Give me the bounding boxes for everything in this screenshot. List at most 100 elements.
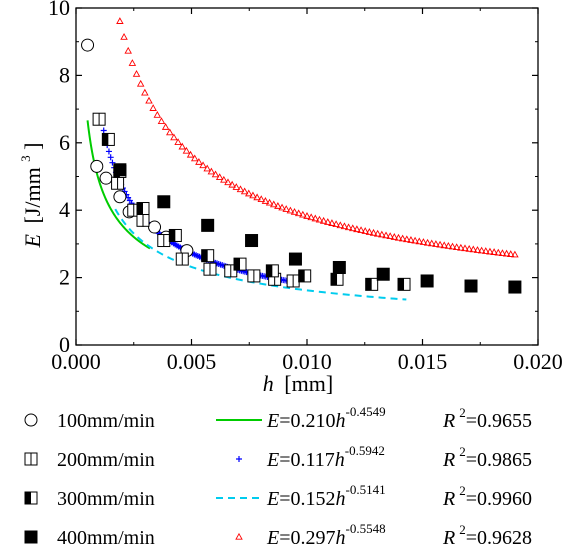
legend-fit-marker — [236, 456, 242, 462]
fit-point — [109, 159, 116, 166]
fit-curve-1 — [86, 120, 151, 250]
fit-point — [398, 234, 407, 242]
equation-exponent: -0.5141 — [346, 482, 386, 497]
data-point — [265, 264, 279, 278]
legend-label: 400mm/min — [57, 527, 155, 549]
legend-label: 100mm/min — [57, 410, 155, 432]
x-axis-label-var: h — [263, 371, 274, 396]
legend-fit-equation: E=0.210h-0.4549 — [266, 404, 386, 432]
data-point — [201, 218, 215, 232]
r-value: =0.9628 — [466, 527, 532, 549]
fit-point — [340, 222, 349, 230]
plot-frame — [75, 7, 539, 346]
fit-point — [369, 228, 378, 236]
data-point — [175, 252, 189, 266]
equation-exponent: -0.4549 — [346, 404, 386, 419]
fit-point — [290, 208, 299, 215]
y-axis-label-var: E — [20, 234, 45, 249]
fit-point — [195, 158, 203, 165]
fit-point — [286, 206, 295, 214]
fit-point — [511, 250, 519, 258]
fit-point — [116, 17, 124, 24]
fit-point — [161, 123, 170, 130]
fit-point — [153, 110, 162, 118]
fit-point — [100, 127, 107, 134]
r-value: =0.9865 — [466, 449, 532, 471]
data-point — [332, 260, 346, 274]
fit-point — [203, 164, 211, 172]
fit-point — [240, 187, 249, 195]
fit-point — [120, 33, 128, 40]
marker-shape — [245, 234, 259, 248]
y-axis-label: E [J/mm 3 ] — [10, 142, 45, 248]
x-axis-label-unit: [mm] — [284, 371, 333, 396]
marker-shape — [81, 38, 95, 52]
marker-shape — [508, 280, 522, 294]
fit-point — [105, 148, 112, 155]
y-tick-label: 10 — [48, 0, 70, 20]
fit-point — [182, 146, 191, 154]
marker-shape — [90, 159, 104, 173]
fit-point — [415, 237, 424, 245]
fit-point — [211, 170, 220, 178]
data-point — [113, 190, 127, 204]
data-point — [148, 220, 162, 234]
fit-point — [373, 229, 382, 237]
r-exponent: 2 — [459, 483, 466, 498]
r-exponent: 2 — [459, 405, 466, 420]
fit-point — [319, 216, 328, 224]
fit-point — [486, 247, 494, 255]
data-point — [247, 269, 261, 283]
x-tick-label: 0.020 — [513, 349, 563, 374]
fit-point — [261, 197, 270, 204]
data-point — [92, 112, 106, 126]
x-tick-label: 0.010 — [282, 349, 332, 374]
fit-point — [157, 117, 166, 125]
fit-point — [477, 246, 486, 254]
equation-coef: =0.117 — [279, 449, 335, 471]
data-point — [233, 257, 247, 271]
marker-fill — [266, 264, 273, 277]
data-point — [397, 277, 411, 291]
data-point — [298, 269, 312, 283]
legend-marker — [24, 530, 38, 544]
legend-r-squared: R 2=0.9655 — [442, 405, 532, 432]
fit-point — [315, 215, 324, 223]
fit-point — [282, 205, 290, 212]
r-exponent: 2 — [459, 444, 466, 459]
data-point — [245, 234, 259, 248]
fit-point — [448, 242, 457, 250]
fit-point — [220, 175, 228, 183]
fit-point — [274, 202, 282, 209]
data-series-2 — [92, 112, 300, 288]
fit-point — [490, 248, 498, 255]
fit-point — [249, 191, 257, 199]
fit-point — [265, 198, 274, 206]
marker-shape — [148, 220, 162, 234]
r-var: R — [442, 488, 455, 510]
fit-point — [348, 224, 357, 232]
fit-point — [394, 233, 403, 241]
fit-point — [224, 178, 232, 186]
fit-point — [299, 210, 307, 218]
fit-point — [378, 230, 386, 238]
marker-fill — [169, 229, 176, 242]
data-point — [201, 249, 215, 263]
data-point — [136, 213, 150, 227]
equation-h: h — [336, 527, 346, 549]
r-var: R — [442, 410, 455, 432]
fit-point — [407, 236, 415, 243]
r-exponent: 2 — [459, 522, 466, 537]
fit-point — [311, 214, 320, 222]
equation-coef: =0.152 — [279, 488, 335, 510]
fit-point — [199, 161, 207, 169]
fit-point — [357, 226, 365, 234]
data-point — [111, 176, 125, 190]
marker-shape — [288, 252, 302, 266]
fit-point — [473, 246, 482, 253]
fit-point — [324, 218, 332, 225]
data-series-3 — [101, 132, 411, 291]
legend-entry-2: 200mm/min E=0.117h-0.5942 R 2=0.9865 — [24, 443, 532, 471]
fit-point — [498, 249, 507, 256]
